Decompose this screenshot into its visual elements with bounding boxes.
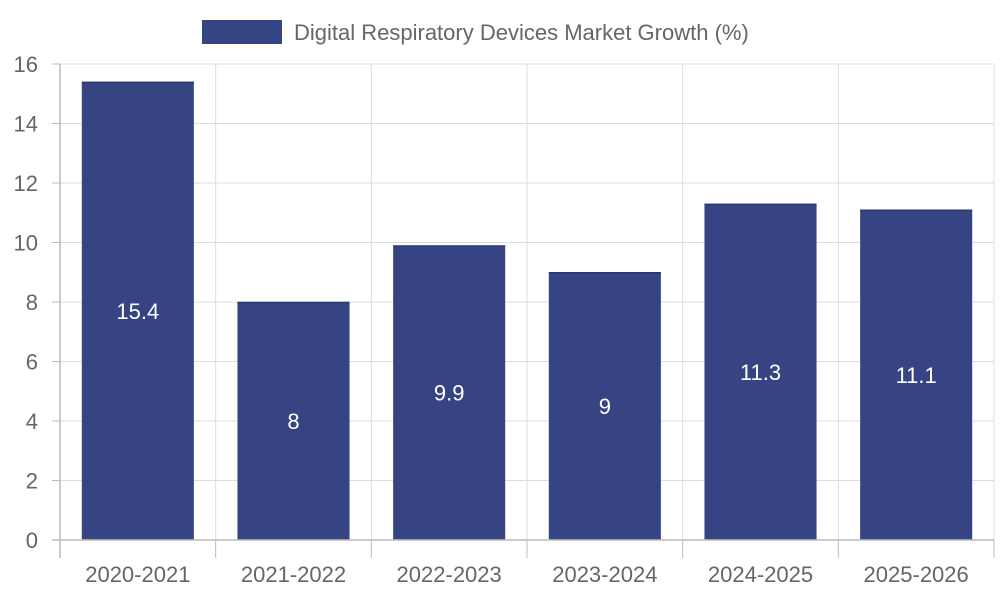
bar-2022-2023 bbox=[393, 245, 506, 540]
bar-value-label: 8 bbox=[287, 409, 299, 434]
bar-value-label: 9 bbox=[599, 394, 611, 419]
y-tick-label: 16 bbox=[14, 52, 38, 77]
y-tick-label: 4 bbox=[26, 409, 38, 434]
y-tick-label: 8 bbox=[26, 290, 38, 315]
legend-label: Digital Respiratory Devices Market Growt… bbox=[294, 20, 749, 45]
bar-2023-2024 bbox=[548, 272, 661, 540]
bar-2025-2026 bbox=[860, 209, 973, 540]
bar-2020-2021 bbox=[81, 81, 194, 540]
y-tick-label: 12 bbox=[14, 171, 38, 196]
y-tick-label: 6 bbox=[26, 350, 38, 375]
x-tick-label: 2023-2024 bbox=[552, 562, 657, 587]
y-tick-label: 10 bbox=[14, 231, 38, 256]
x-axis-ticks: 2020-2021 2021-2022 2022-2023 2023-2024 2024… bbox=[85, 562, 969, 587]
axes bbox=[52, 63, 995, 558]
bar-2021-2022 bbox=[237, 302, 350, 540]
x-tick-label: 2021-2022 bbox=[241, 562, 346, 587]
bars: 15.4 8 9.9 9 11.3 11.1 bbox=[81, 81, 973, 540]
x-tick-label: 2024-2025 bbox=[708, 562, 813, 587]
y-tick-label: 2 bbox=[26, 469, 38, 494]
bar-value-label: 15.4 bbox=[116, 299, 159, 324]
bar-value-label: 11.1 bbox=[896, 363, 937, 388]
legend-swatch bbox=[202, 20, 282, 44]
legend[interactable]: Digital Respiratory Devices Market Growt… bbox=[202, 20, 749, 45]
x-tick-label: 2020-2021 bbox=[85, 562, 190, 587]
y-tick-label: 14 bbox=[14, 112, 38, 137]
bar-value-label: 11.3 bbox=[740, 360, 781, 385]
grid-lines bbox=[60, 63, 995, 540]
y-tick-label: 0 bbox=[26, 528, 38, 553]
bar-2024-2025 bbox=[704, 203, 817, 540]
x-tick-label: 2022-2023 bbox=[397, 562, 502, 587]
x-tick-label: 2025-2026 bbox=[864, 562, 969, 587]
y-axis-ticks: 0 2 4 6 8 10 12 14 16 bbox=[14, 52, 38, 553]
bar-value-label: 9.9 bbox=[434, 381, 465, 406]
